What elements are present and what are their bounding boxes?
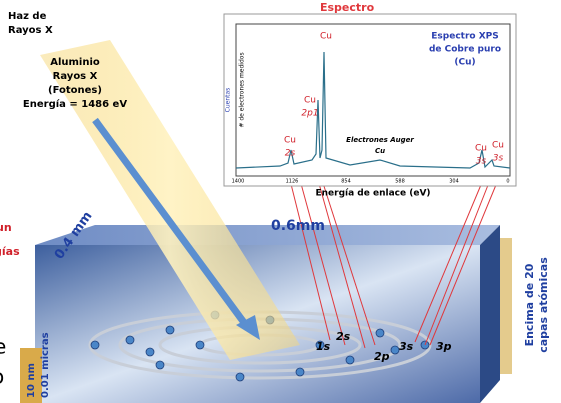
peak-element: Cu <box>475 144 487 154</box>
layers-label: Encima de 20 <box>523 263 536 346</box>
atom-layer-dots <box>500 238 512 374</box>
x-tick-label: 1126 <box>286 179 299 185</box>
spectrum-legend: (Cu) <box>454 58 475 68</box>
slab-side <box>480 225 500 403</box>
peak-level: 3s <box>493 154 504 164</box>
beam-label: Rayos X <box>8 25 53 36</box>
cut-text: e <box>0 335 6 359</box>
peak-element: Cu <box>320 32 332 42</box>
orbital-label: 1s <box>316 340 331 353</box>
auger-label: Electrones Auger <box>346 136 414 144</box>
beam-label: Haz de <box>8 11 47 22</box>
orbital-label: 3s <box>399 340 414 353</box>
source-label: (Fotones) <box>48 85 102 96</box>
sample-width: 0.6mm <box>271 218 325 234</box>
source-label: Rayos X <box>53 71 98 82</box>
cut-text: o <box>0 365 4 389</box>
y-axis-sublabel: # de electrones medidos <box>239 52 246 127</box>
orbital-label: 3p <box>436 340 452 353</box>
thickness-label: 10 nm <box>26 363 37 398</box>
layers-label: capas atómicas <box>537 257 550 353</box>
x-tick-label: 854 <box>341 179 351 185</box>
spectrum-title: Espectro <box>320 1 375 14</box>
page: {"beam_label": ["Haz de", "Rayos X"], "s… <box>0 0 561 403</box>
x-tick-label: 588 <box>395 179 405 185</box>
x-tick-label: 0 <box>506 179 509 185</box>
spectrum-legend: de Cobre puro <box>429 45 501 55</box>
peak-level: 2s <box>285 149 296 159</box>
source-label: Aluminio <box>50 57 100 68</box>
diagram: Espectro Haz de Rayos X Aluminio Rayos X (Fo… <box>0 0 561 403</box>
cut-text: un <box>0 221 12 234</box>
peak-element: Cu <box>492 141 504 151</box>
x-axis-label: Energía de enlace (eV) <box>315 189 430 199</box>
spectrum-legend: Espectro XPS <box>431 32 498 42</box>
peak-level: 2p1 <box>301 109 318 119</box>
peak-element: Cu <box>284 136 296 146</box>
orbital-label: 2p <box>374 350 390 363</box>
slab-top <box>35 225 500 245</box>
cut-text: gías <box>0 245 20 258</box>
peak-level: 3s <box>476 157 487 167</box>
thickness-label: 0.01 micras <box>40 332 51 398</box>
orbital-label: 2s <box>336 330 351 343</box>
source-label: Energía = 1486 eV <box>23 98 127 110</box>
x-tick-label: 1400 <box>232 179 245 185</box>
peak-element: Cu <box>304 96 316 106</box>
x-tick-label: 304 <box>449 179 459 185</box>
y-axis-label: Cuentas <box>225 88 232 113</box>
auger-label: Cu <box>375 147 385 155</box>
